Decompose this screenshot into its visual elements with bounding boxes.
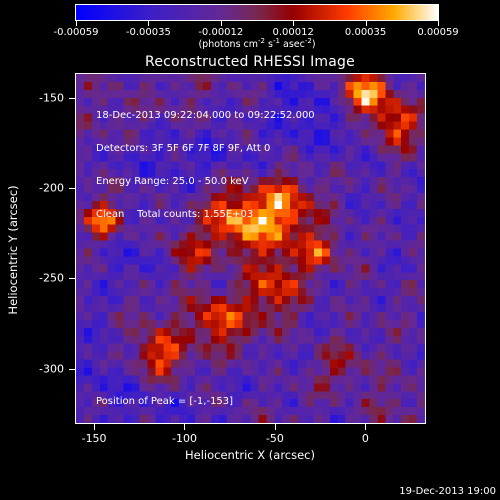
- colorbar-tick-label: -0.00035: [125, 27, 171, 38]
- colorbar-tick-label: -0.00012: [198, 27, 244, 38]
- annotation-total-counts: Clean Total counts: 1.55E+03: [96, 209, 254, 220]
- colorbar-tick-label: 0.00035: [344, 27, 387, 38]
- y-axis-tick: [69, 278, 75, 280]
- x-axis-tick-label: -100: [172, 432, 197, 445]
- x-axis-tick-label: -50: [265, 432, 284, 445]
- annotation-energy-range: Energy Range: 25.0 - 50.0 keV: [96, 176, 249, 187]
- y-axis-label: Heliocentric Y (arcsec): [6, 185, 20, 315]
- colorbar-units: (photons cm-2 s-1 asec-2): [198, 37, 316, 51]
- x-axis-tick-label: -150: [81, 432, 107, 445]
- rhessi-image: [76, 74, 425, 423]
- footer-date: 19-Dec-2013 19:00: [399, 486, 496, 497]
- x-axis-tick: [274, 424, 276, 430]
- colorbar-tick: [293, 21, 295, 26]
- x-axis-tick: [94, 424, 96, 430]
- annotation-time-range: 18-Dec-2013 09:22:04.000 to 09:22:52.000: [96, 110, 315, 121]
- x-axis-tick: [365, 424, 367, 430]
- y-axis-tick: [69, 187, 75, 189]
- y-axis-tick: [69, 97, 75, 99]
- colorbar-tick-label: 0.00012: [272, 27, 314, 38]
- y-axis-tick-label: -150: [39, 91, 64, 104]
- colorbar: [75, 4, 439, 21]
- colorbar-tick-label: -0.00059: [53, 27, 99, 38]
- x-axis-tick-label: 0: [361, 432, 369, 445]
- y-axis-tick-label: -300: [39, 362, 64, 376]
- y-axis-tick-label: -200: [39, 181, 64, 195]
- annotation-detectors: Detectors: 3F 5F 6F 7F 8F 9F, Att 0: [96, 143, 271, 154]
- colorbar-tick-label: 0.00059: [417, 27, 459, 38]
- y-axis-tick: [69, 368, 75, 370]
- rhessi-image-plot: 18-Dec-2013 09:22:04.000 to 09:22:52.000…: [75, 73, 426, 424]
- x-axis-label: Heliocentric X (arcsec): [185, 448, 315, 462]
- peak-position: Position of Peak = [-1,-153]: [96, 396, 234, 407]
- plot-title: Reconstructed RHESSI Image: [145, 54, 355, 70]
- colorbar-tick: [365, 21, 367, 26]
- colorbar-tick: [220, 21, 222, 26]
- image-annotations: 18-Dec-2013 09:22:04.000 to 09:22:52.000…: [96, 88, 315, 242]
- colorbar-tick: [76, 21, 77, 26]
- x-axis-tick: [184, 424, 186, 430]
- colorbar-tick: [438, 21, 439, 26]
- colorbar-tick: [148, 21, 150, 26]
- y-axis-tick-label: -250: [39, 271, 64, 285]
